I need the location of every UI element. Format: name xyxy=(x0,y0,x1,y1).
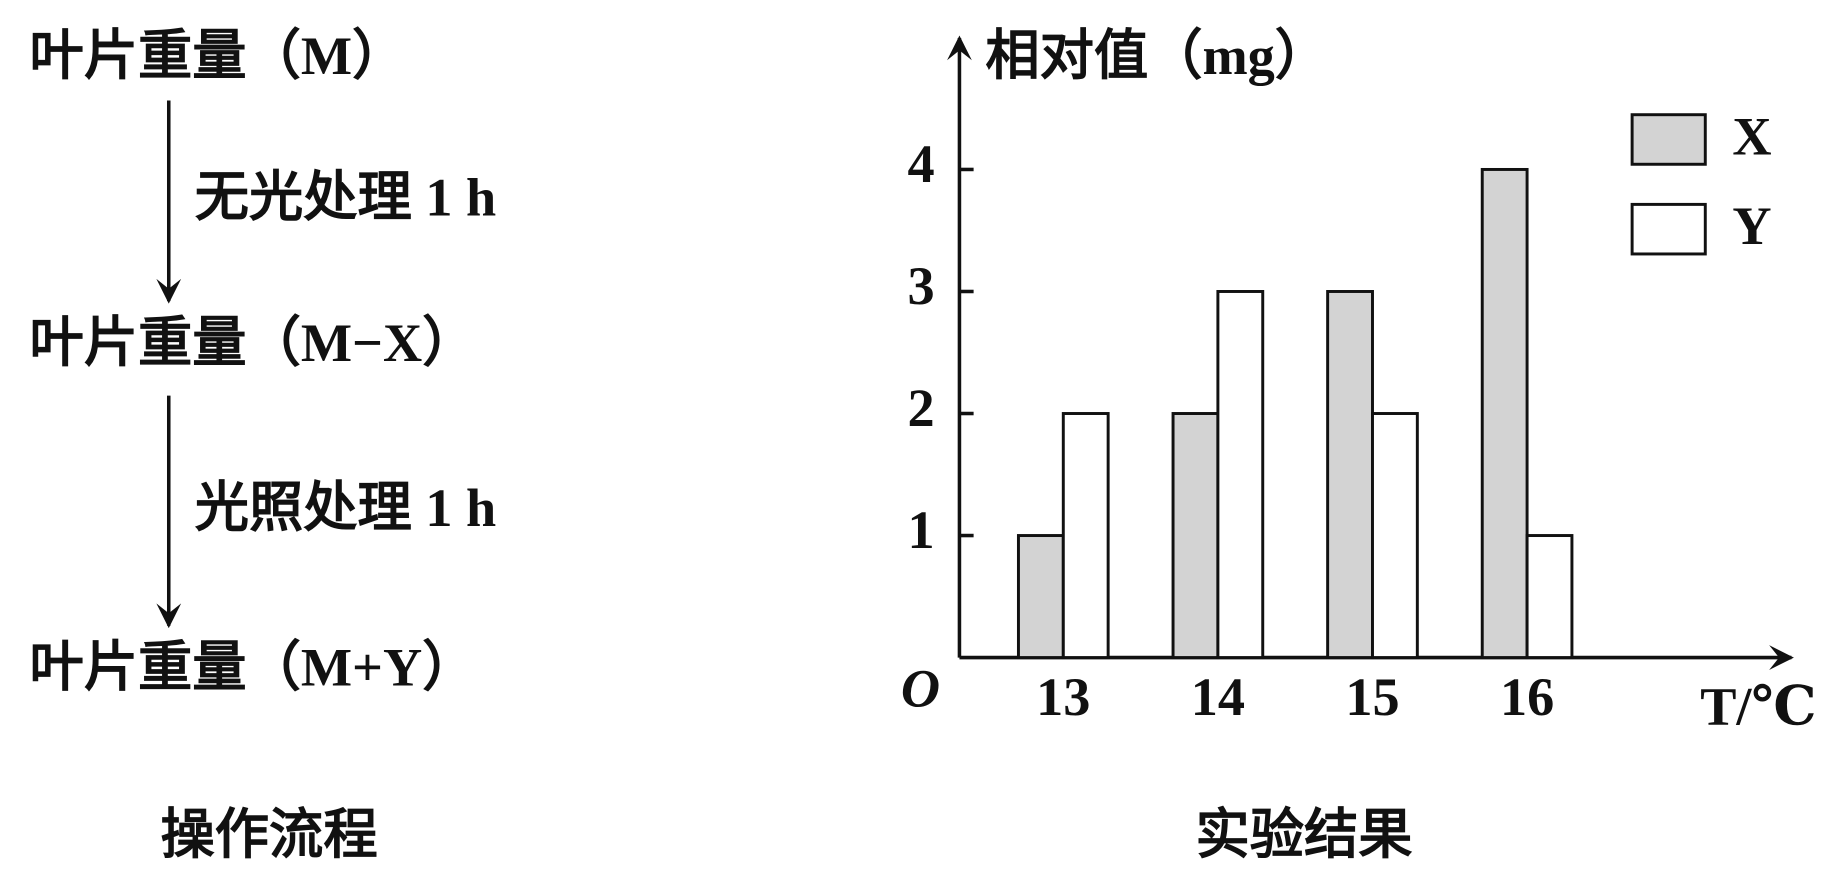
flow-action: 无光处理 1 h xyxy=(195,168,497,228)
y-tick-label: 4 xyxy=(908,134,935,194)
legend-swatch xyxy=(1630,202,1707,256)
legend-swatch xyxy=(1630,113,1707,166)
flowchart: 叶片重量（M） 无光处理 1 h 叶片重量（M−X） 光照处理 1 h 叶片重量… xyxy=(30,26,497,865)
legend-label: Y xyxy=(1732,196,1771,256)
flow-action: 光照处理 1 h xyxy=(195,478,497,538)
flow-step: 叶片重量（M+Y） xyxy=(30,637,477,697)
origin-label: O xyxy=(901,659,940,719)
flow-caption: 操作流程 xyxy=(161,805,378,865)
bar xyxy=(1061,412,1110,660)
legend-label: X xyxy=(1732,106,1771,166)
chart: 相对值（mg） T/℃ O 实验结果 1 2 3 4 13 14 15 16 XY xyxy=(901,26,1817,865)
flow-step: 叶片重量（M−X） xyxy=(30,313,477,373)
bar xyxy=(1326,290,1374,660)
y-tick-label: 1 xyxy=(908,500,935,560)
y-tick-label: 3 xyxy=(908,256,935,316)
x-axis-title: T/℃ xyxy=(1700,676,1816,736)
bar xyxy=(1216,290,1265,660)
x-tick-label: 16 xyxy=(1500,667,1554,727)
bar xyxy=(1171,412,1220,660)
x-tick-label: 15 xyxy=(1345,667,1399,727)
x-tick-label: 14 xyxy=(1191,667,1245,727)
y-axis-title: 相对值（mg） xyxy=(985,26,1329,86)
bar xyxy=(1480,167,1529,660)
bar xyxy=(1525,534,1574,660)
chart-caption: 实验结果 xyxy=(1196,805,1413,865)
bar xyxy=(1371,412,1419,660)
flow-step: 叶片重量（M） xyxy=(30,26,407,86)
x-tick-label: 13 xyxy=(1036,667,1090,727)
y-tick-label: 2 xyxy=(908,378,935,438)
bar xyxy=(1016,534,1065,660)
